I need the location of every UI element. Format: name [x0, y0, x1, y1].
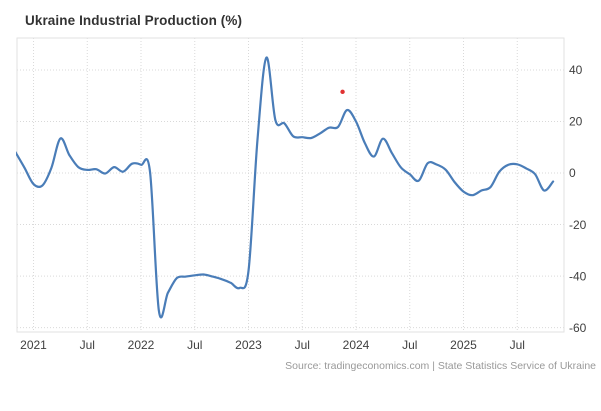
x-tick-label: 2021	[20, 338, 47, 352]
x-tick-label: Jul	[402, 338, 417, 352]
y-tick-label: 20	[569, 115, 583, 129]
series-line-industrial-production[interactable]	[16, 56, 555, 319]
x-axis-labels: 2021 Jul 2022 Jul 2023 Jul 2024 Jul 2025 Jul	[20, 338, 525, 352]
x-tick-label: 2024	[343, 338, 370, 352]
y-tick-label: 40	[569, 63, 583, 77]
chart-title: Ukraine Industrial Production (%)	[25, 13, 243, 28]
y-tick-label: -40	[569, 269, 587, 283]
annotation-red-dot	[340, 89, 345, 95]
plot-area-border	[16, 37, 565, 333]
x-tick-label: Jul	[295, 338, 310, 352]
x-tick-label: Jul	[80, 338, 95, 352]
x-tick-label: 2022	[128, 338, 155, 352]
y-tick-label: -20	[569, 218, 587, 232]
source-attribution: Source: tradingeconomics.com | State Sta…	[285, 360, 596, 372]
y-tick-label: 0	[569, 166, 576, 180]
y-axis-labels: 40 20 0 -20 -40 -60	[569, 63, 587, 335]
x-tick-label: Jul	[510, 338, 525, 352]
x-tick-label: 2023	[235, 338, 262, 352]
y-tick-label: -60	[569, 321, 587, 335]
x-tick-label: 2025	[450, 338, 477, 352]
x-tick-label: Jul	[187, 338, 202, 352]
gridlines	[17, 38, 564, 332]
